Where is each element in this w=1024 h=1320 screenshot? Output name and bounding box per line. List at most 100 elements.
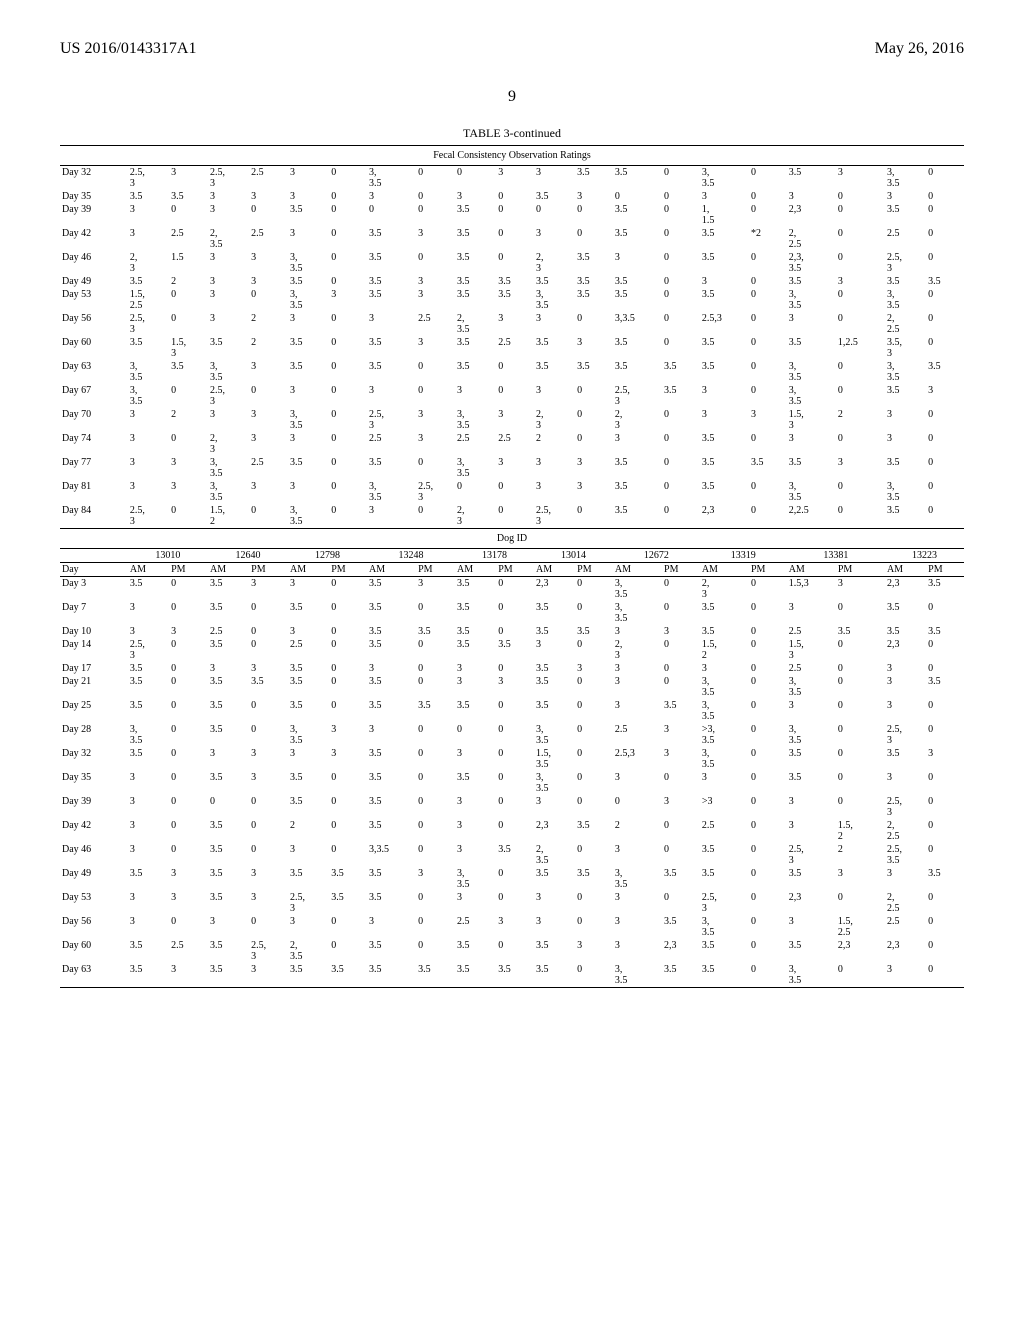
data-cell: 3,3.5 — [367, 166, 416, 191]
data-cell: 0 — [749, 819, 787, 843]
data-cell: 3.5 — [208, 939, 249, 963]
ampm-header: PM — [329, 563, 367, 577]
data-cell: 2,3 — [885, 939, 926, 963]
data-cell: 3.5 — [662, 963, 700, 988]
table-row: Day 842.5,301.5,203,3.50302,302.5,303.50… — [60, 504, 964, 529]
data-cell: 3 — [787, 699, 836, 723]
data-cell: 3 — [208, 662, 249, 675]
table-row: Day 633.533.533.53.53.53.53.53.53.503,3.… — [60, 963, 964, 988]
table-row: Day 46303.50303,3.5033.52,3.50303.502.5,… — [60, 843, 964, 867]
data-cell: 3.5 — [534, 675, 575, 699]
data-cell: 3.5 — [208, 699, 249, 723]
data-cell: 0 — [662, 166, 700, 191]
data-cell: 0 — [575, 771, 613, 795]
data-cell: 3.5 — [926, 577, 964, 602]
data-cell: 3.5 — [700, 843, 749, 867]
dog-id: 13223 — [885, 549, 964, 563]
data-cell: 2.5,3 — [416, 480, 455, 504]
data-cell: 2,3 — [534, 577, 575, 602]
data-cell: 3,3.5 — [787, 675, 836, 699]
row-label: Day 35 — [60, 771, 128, 795]
data-cell: 3 — [700, 662, 749, 675]
data-cell: 0 — [169, 699, 208, 723]
data-cell: 3 — [836, 577, 885, 602]
data-cell: 3.5 — [288, 336, 329, 360]
data-cell: 3.5 — [534, 662, 575, 675]
data-cell: 3 — [208, 312, 249, 336]
data-cell: 0 — [749, 312, 787, 336]
data-cell: 3.5 — [700, 963, 749, 988]
data-cell: 3 — [249, 662, 288, 675]
data-cell: 2 — [288, 819, 329, 843]
data-cell: 0 — [926, 288, 964, 312]
data-cell: 3.5 — [169, 360, 208, 384]
data-cell: 2,3 — [787, 891, 836, 915]
data-cell: 3.5 — [208, 601, 249, 625]
data-cell: 3,3.5 — [288, 288, 329, 312]
table-row: Day 81333,3.53303,3.52.5,300333.503.503,… — [60, 480, 964, 504]
data-cell: 3 — [926, 384, 964, 408]
data-cell: 3.5 — [455, 699, 496, 723]
data-cell: 3.5 — [787, 939, 836, 963]
data-cell: 0 — [836, 190, 885, 203]
data-cell: 3 — [128, 456, 169, 480]
data-cell: 3 — [885, 675, 926, 699]
data-cell: 3 — [249, 190, 288, 203]
data-cell: 0 — [662, 336, 700, 360]
table-row: Day 603.52.53.52.5,32,3.503.503.503.5332… — [60, 939, 964, 963]
data-cell: 3.5 — [613, 360, 662, 384]
data-cell: 3 — [787, 432, 836, 456]
table-row: Day 7032333,3.502.5,333,3.532,302,30331.… — [60, 408, 964, 432]
ampm-header: AM — [534, 563, 575, 577]
data-cell: 3,3.5 — [534, 723, 575, 747]
data-cell: 2 — [836, 408, 885, 432]
row-label: Day 81 — [60, 480, 128, 504]
data-cell: 3.5 — [534, 275, 575, 288]
data-cell: 1.5 — [169, 251, 208, 275]
data-cell: 3.5 — [367, 939, 416, 963]
data-cell: 3 — [613, 915, 662, 939]
data-cell: 0 — [249, 288, 288, 312]
data-cell: 3.5 — [700, 625, 749, 638]
data-cell: 3 — [700, 190, 749, 203]
data-cell: 3.5 — [455, 577, 496, 602]
data-cell: 0 — [367, 203, 416, 227]
data-cell: 3,3.5 — [700, 699, 749, 723]
data-cell: 3 — [367, 190, 416, 203]
data-cell: 0 — [749, 190, 787, 203]
data-cell: 0 — [749, 203, 787, 227]
data-cell: 3.5 — [128, 190, 169, 203]
data-cell: 3.5 — [496, 288, 534, 312]
data-cell: 2.5 — [288, 638, 329, 662]
patent-date: May 26, 2016 — [875, 40, 964, 58]
data-cell: 0 — [496, 747, 534, 771]
data-cell: 3.5 — [700, 456, 749, 480]
data-cell: 3 — [613, 432, 662, 456]
data-cell: 0 — [749, 723, 787, 747]
data-cell: 3 — [169, 456, 208, 480]
data-cell: 3 — [575, 190, 613, 203]
data-cell: 3.5 — [329, 867, 367, 891]
data-cell: 3 — [787, 312, 836, 336]
data-cell: 0 — [926, 638, 964, 662]
data-cell: 3.5 — [367, 625, 416, 638]
data-cell: 3 — [496, 408, 534, 432]
data-cell: 0 — [249, 504, 288, 529]
data-cell: 3 — [249, 963, 288, 988]
table-row: Day 673,3.502.5,30303030302.5,33.5303,3.… — [60, 384, 964, 408]
data-cell: 3 — [613, 771, 662, 795]
data-cell: 0 — [836, 203, 885, 227]
data-cell: 3 — [455, 891, 496, 915]
data-cell: 3,3.5 — [700, 166, 749, 191]
data-cell: 2,3,3.5 — [787, 251, 836, 275]
data-cell: 3 — [288, 577, 329, 602]
data-cell: 0 — [496, 384, 534, 408]
data-cell: 0 — [836, 699, 885, 723]
data-cell: 0 — [662, 504, 700, 529]
data-cell: 0 — [329, 166, 367, 191]
table-caption: TABLE 3-continued — [60, 126, 964, 141]
data-cell: 3 — [128, 819, 169, 843]
table-row: Day 10332.50303.53.53.503.53.5333.502.53… — [60, 625, 964, 638]
data-cell: 0 — [416, 638, 455, 662]
data-cell: 3 — [169, 625, 208, 638]
